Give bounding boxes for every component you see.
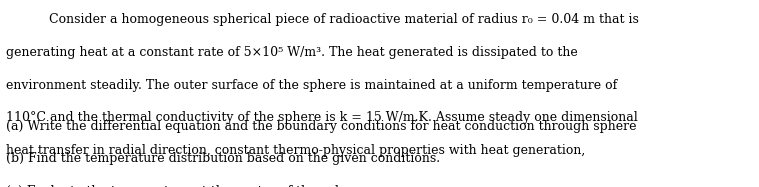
- Text: heat transfer in radial direction, constant thermo-physical properties with heat: heat transfer in radial direction, const…: [6, 144, 585, 157]
- Text: (b) Find the temperature distribution based on the given conditions.: (b) Find the temperature distribution ba…: [6, 152, 440, 165]
- Text: (a) Write the differential equation and the boundary conditions for heat conduct: (a) Write the differential equation and …: [6, 120, 637, 133]
- Text: environment steadily. The outer surface of the sphere is maintained at a uniform: environment steadily. The outer surface …: [6, 79, 617, 92]
- Text: generating heat at a constant rate of 5×10⁵ W/m³. The heat generated is dissipat: generating heat at a constant rate of 5×…: [6, 46, 578, 59]
- Text: (c) Evaluate the temperature at the center of the sphere.: (c) Evaluate the temperature at the cent…: [6, 185, 367, 187]
- Text: Consider a homogeneous spherical piece of radioactive material of radius r₀ = 0.: Consider a homogeneous spherical piece o…: [49, 13, 639, 26]
- Text: 110°C and the thermal conductivity of the sphere is k = 15 W/m.K. Assume steady : 110°C and the thermal conductivity of th…: [6, 111, 638, 124]
